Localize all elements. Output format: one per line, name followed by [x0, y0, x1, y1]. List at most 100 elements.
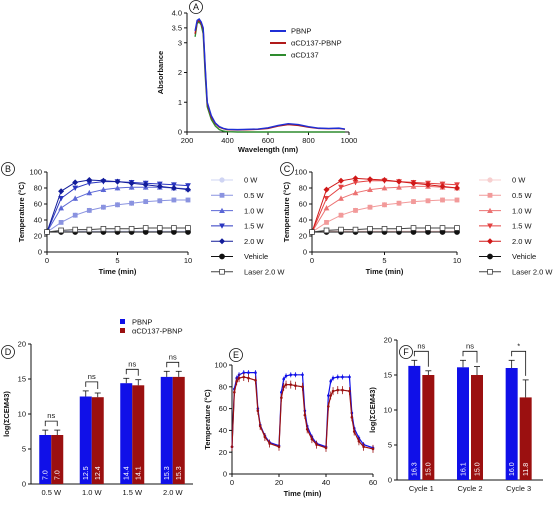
y-tick-label: 0 — [388, 476, 392, 485]
data-point — [58, 205, 64, 211]
data-point — [114, 225, 121, 232]
series-line — [231, 376, 374, 450]
data-point — [219, 268, 225, 275]
bar-value-label: 12.5 — [83, 466, 90, 480]
panel-b-chart: 0 20 40 60 80 100 0 5 10 Time (min) Temperature (°… — [17, 168, 285, 277]
legend-entry: αCD137 — [291, 51, 319, 60]
y-tick-label: 80 — [219, 382, 227, 391]
y-tick-label: 0 — [178, 128, 182, 137]
panel-label-D: D — [5, 347, 12, 357]
bar-value-label: 14.4 — [124, 466, 131, 480]
data-point — [487, 238, 493, 245]
data-point — [352, 430, 356, 433]
significance-label: ns — [466, 341, 474, 350]
significance-bracket — [44, 420, 58, 427]
data-point — [362, 445, 365, 449]
data-point — [305, 428, 309, 431]
y-tick-label: 15 — [18, 375, 26, 384]
data-point — [242, 371, 246, 374]
data-point — [58, 220, 64, 225]
bar — [505, 368, 518, 480]
data-point — [185, 197, 191, 203]
bar-value-label: 11.8 — [523, 463, 530, 476]
legend-entry: αCD137-PBNP — [291, 39, 342, 48]
significance-bracket — [85, 381, 99, 389]
bar-value-label: 7.0 — [43, 470, 50, 480]
y-tick-label: 3.5 — [172, 23, 182, 32]
significance-label: ns — [417, 341, 425, 350]
data-point — [114, 185, 121, 191]
y-tick-label: 5 — [388, 441, 392, 450]
legend-entry: 0.5 W — [244, 191, 265, 200]
data-point — [129, 200, 134, 206]
x-tick-label: 2.0 W — [163, 488, 184, 497]
data-point — [348, 375, 351, 379]
data-point — [280, 396, 283, 400]
x-axis-label: Time (min) — [366, 267, 404, 276]
series-line — [46, 186, 189, 233]
bar-value-label: 12.4 — [95, 466, 102, 480]
data-point — [367, 204, 373, 210]
data-point — [171, 225, 177, 231]
significance-label: ns — [88, 372, 96, 381]
data-point — [233, 390, 236, 394]
data-point — [382, 202, 387, 208]
data-point — [219, 238, 225, 245]
data-point — [101, 204, 106, 210]
x-axis-label: Time (min) — [284, 489, 322, 498]
data-point — [86, 208, 92, 213]
legend-entry: 0.5 W — [512, 191, 533, 200]
bar — [51, 435, 64, 484]
x-tick-label: 5 — [382, 256, 386, 265]
data-point — [309, 229, 315, 235]
data-point — [338, 212, 344, 218]
x-tick-label: 600 — [262, 136, 275, 145]
panel-label-A: A — [193, 2, 199, 12]
series-line — [194, 19, 346, 131]
x-tick-label: Cycle 2 — [457, 484, 482, 493]
y-axis-label: Temperature (°C) — [17, 181, 26, 242]
legend-entry: 1.5 W — [244, 222, 265, 231]
data-point — [289, 373, 293, 377]
data-point — [114, 178, 121, 185]
data-point — [439, 225, 446, 231]
y-tick-label: 40 — [219, 426, 227, 435]
data-point — [219, 253, 225, 260]
x-tick-label: Cycle 3 — [506, 484, 531, 493]
data-point — [371, 447, 375, 451]
bar — [422, 375, 435, 480]
panel-circle-C — [280, 162, 294, 176]
significance-label: * — [517, 341, 520, 350]
bar-value-label: 7.0 — [55, 470, 62, 480]
y-tick-label: 40 — [34, 216, 42, 225]
series-line — [231, 372, 374, 449]
data-point — [301, 373, 304, 377]
bar — [160, 376, 173, 484]
legend-entry: Laser 2.0 W — [512, 268, 553, 277]
significance-bracket — [511, 350, 527, 376]
data-point — [185, 225, 191, 231]
panel-e-chart: 0 20 40 60 80 100 0 20 40 60 Time (min) Temperature… — [203, 361, 377, 498]
significance-label: ns — [47, 411, 55, 420]
legend-entry: Vehicle — [244, 252, 268, 261]
y-axis-label: log(ΣCEM43) — [2, 391, 11, 437]
data-point — [425, 181, 431, 188]
data-point — [487, 192, 493, 198]
data-point — [277, 445, 281, 449]
data-point — [301, 385, 304, 389]
data-point — [115, 202, 120, 208]
data-point — [323, 227, 330, 234]
y-tick-label: 40 — [299, 216, 307, 225]
bar — [91, 397, 104, 484]
legend-entry: Vehicle — [512, 252, 536, 261]
data-point — [352, 180, 359, 186]
panel-label-F: F — [403, 347, 409, 357]
legend-entry: 0 W — [512, 176, 526, 185]
data-point — [341, 375, 344, 379]
data-point — [254, 378, 257, 382]
data-point — [219, 177, 225, 183]
data-point — [338, 177, 344, 184]
data-point — [58, 227, 64, 234]
significance-label: ns — [128, 359, 136, 368]
